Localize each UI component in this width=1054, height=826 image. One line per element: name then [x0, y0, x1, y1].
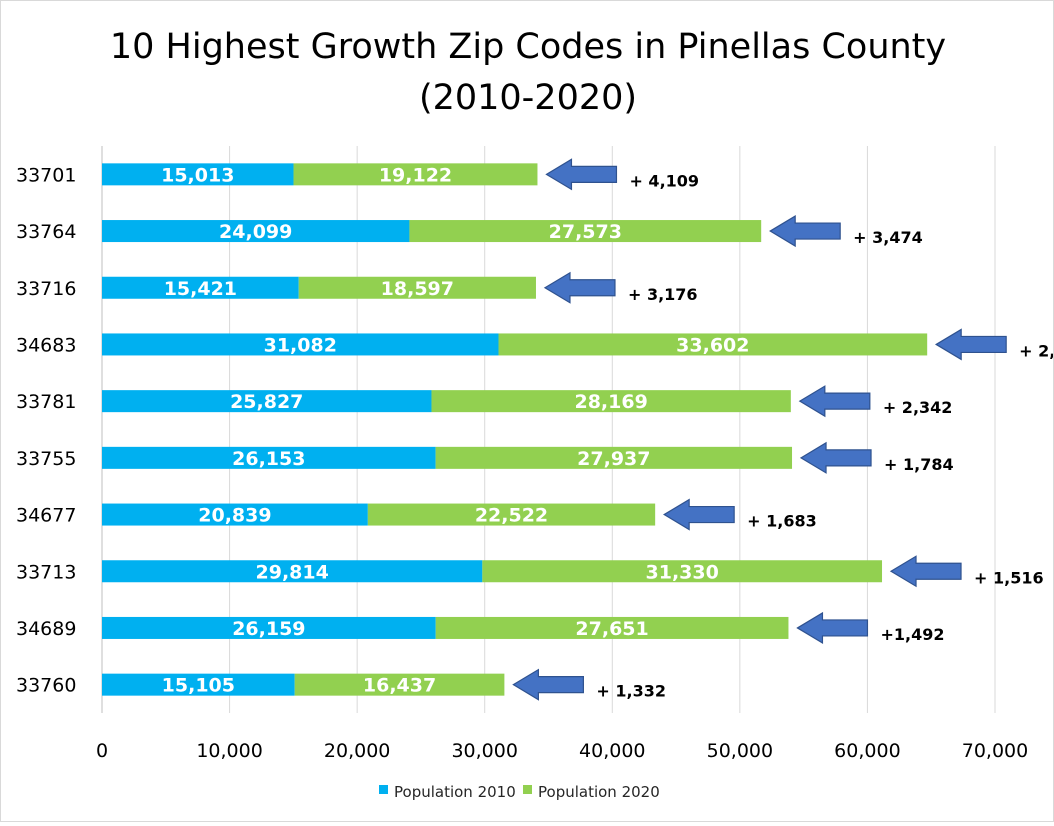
data-label: 15,105: [162, 675, 235, 697]
y-tick-label: 33716: [16, 278, 76, 300]
x-tick-label: 50,000: [707, 740, 773, 762]
left-arrow-icon: [512, 668, 584, 701]
legend-swatch: [523, 785, 532, 794]
data-label: 31,082: [264, 334, 337, 356]
left-arrow-icon: [545, 158, 618, 191]
chart-title: 10 Highest Growth Zip Codes in Pinellas …: [110, 27, 946, 67]
y-tick-label: 34689: [16, 618, 76, 640]
data-label: 22,522: [475, 505, 548, 527]
data-label: 33,602: [676, 334, 749, 356]
x-tick-label: 40,000: [579, 740, 645, 762]
data-label: 26,153: [232, 448, 305, 470]
data-label: 18,597: [381, 278, 454, 300]
left-arrow-icon: [543, 271, 616, 304]
data-label: 15,421: [164, 278, 237, 300]
growth-annotation: + 1,784: [884, 455, 954, 474]
x-tick-label: 60,000: [834, 740, 900, 762]
bar-2020: [409, 220, 762, 243]
bar-2010: [102, 673, 295, 696]
growth-annotation: + 3,474: [853, 228, 923, 247]
data-label: 27,573: [549, 221, 622, 243]
data-label: 19,122: [379, 164, 452, 186]
y-tick-label: 33764: [16, 221, 76, 243]
bar-2020: [482, 560, 883, 583]
y-tick-label: 34677: [16, 505, 76, 527]
bar-2020: [294, 673, 505, 696]
left-arrow-icon: [662, 498, 735, 531]
growth-annotation: + 1,683: [747, 512, 817, 531]
bar-2010: [102, 390, 432, 413]
bar-2020: [431, 390, 791, 413]
x-tick-label: 10,000: [196, 740, 262, 762]
growth-annotation: +1,492: [880, 625, 944, 644]
growth-annotation: + 3,176: [628, 285, 698, 304]
bar-2020: [293, 163, 538, 186]
data-label: 27,937: [577, 448, 650, 470]
chart-subtitle: (2010-2020): [419, 78, 637, 118]
x-tick-label: 0: [96, 740, 108, 762]
left-arrow-icon: [798, 385, 871, 418]
left-arrow-icon: [799, 441, 872, 474]
bar-2020: [498, 333, 928, 356]
legend-label: Population 2020: [538, 783, 660, 801]
bar-2020: [435, 446, 793, 469]
left-arrow-icon: [889, 555, 962, 588]
bar-2010: [102, 276, 299, 299]
x-tick-label: 30,000: [451, 740, 517, 762]
bar-2010: [102, 560, 483, 583]
growth-annotation: + 2,342: [883, 398, 953, 417]
bar-2020: [367, 503, 656, 526]
bar-2010: [102, 616, 436, 639]
y-tick-label: 33701: [16, 164, 76, 186]
y-tick-label: 33781: [16, 391, 76, 413]
y-tick-label: 33760: [16, 675, 76, 697]
data-label: 31,330: [646, 561, 719, 583]
legend-label: Population 2010: [394, 783, 516, 801]
data-label: 28,169: [574, 391, 647, 413]
left-arrow-icon: [769, 214, 841, 248]
data-label: 29,814: [256, 561, 329, 583]
legend-swatch: [379, 785, 388, 794]
y-tick-label: 33755: [16, 448, 76, 470]
data-label: 27,651: [575, 618, 648, 640]
growth-annotation: + 4,109: [629, 171, 699, 190]
data-label: 16,437: [363, 675, 436, 697]
data-label: 25,827: [230, 391, 303, 413]
data-label: 26,159: [232, 618, 305, 640]
data-label: 24,099: [219, 221, 292, 243]
growth-annotation: + 2,520: [1019, 341, 1053, 360]
growth-annotation: + 1,332: [596, 682, 666, 701]
x-tick-label: 70,000: [962, 740, 1028, 762]
bar-2020: [298, 276, 536, 299]
bar-2010: [102, 446, 436, 469]
bar-2010: [102, 503, 368, 526]
left-arrow-icon: [796, 611, 869, 645]
left-arrow-icon: [935, 328, 1007, 361]
bar-2010: [102, 163, 294, 186]
data-label: 15,013: [161, 164, 234, 186]
y-tick-label: 34683: [16, 334, 76, 356]
data-label: 20,839: [198, 505, 271, 527]
bar-2020: [435, 616, 789, 639]
growth-annotation: + 1,516: [974, 568, 1044, 587]
bar-2010: [102, 220, 410, 243]
bar-2010: [102, 333, 499, 356]
y-tick-label: 33713: [16, 561, 76, 583]
x-tick-label: 20,000: [324, 740, 390, 762]
